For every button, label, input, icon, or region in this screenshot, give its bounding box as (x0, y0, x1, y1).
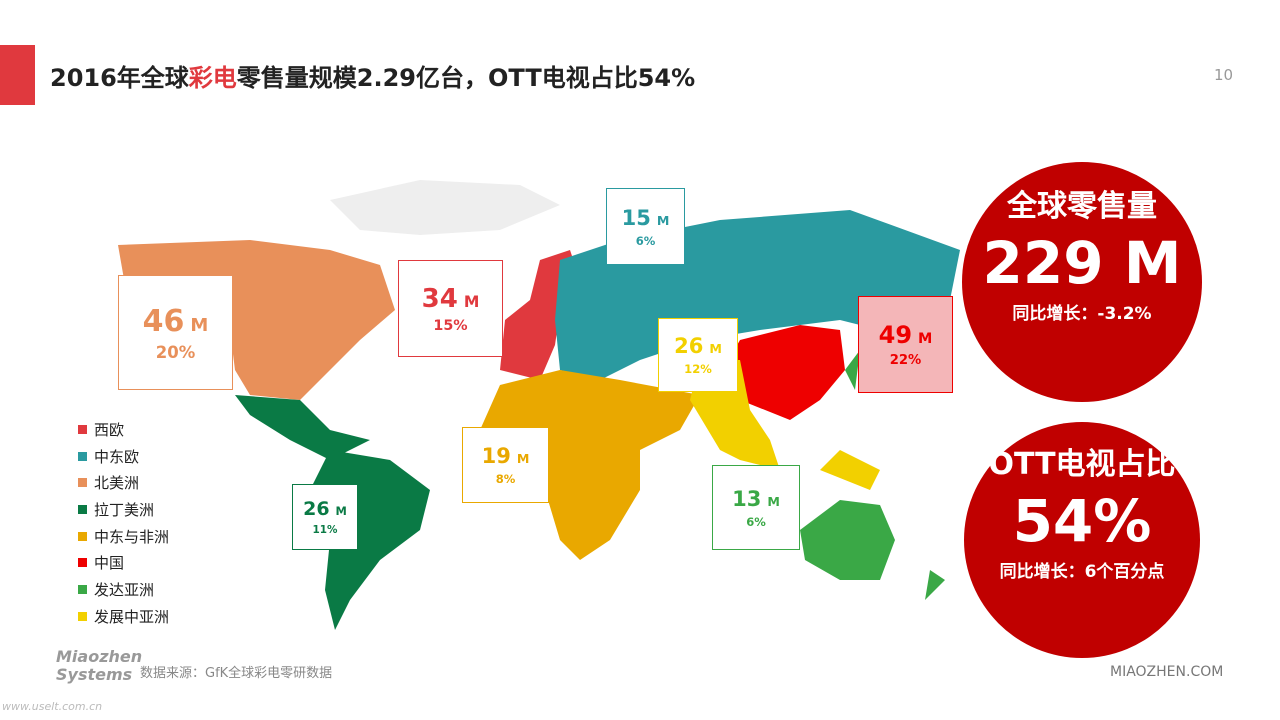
circle-title: 全球零售量 (1007, 189, 1157, 224)
middle-east-africa (480, 370, 700, 560)
logo: Miaozhen Systems (56, 648, 142, 684)
watermark: www.uselt.com.cn (2, 700, 103, 713)
legend-label: 发达亚洲 (94, 580, 155, 599)
callout: 19 M 8% (462, 427, 549, 503)
share: 20% (155, 342, 196, 362)
title-highlight: 彩电 (188, 64, 237, 92)
callout-value: 26 M (674, 334, 722, 358)
unit: M (516, 451, 530, 466)
legend-label: 中东与非洲 (94, 527, 170, 546)
legend: 西欧中东欧北美洲拉丁美洲中东与非洲中国发达亚洲发展中亚洲 (78, 416, 169, 630)
circle-note: 同比增长：-3.2% (1012, 304, 1152, 324)
callout-value: 49 M (879, 321, 933, 349)
share: 6% (635, 233, 656, 248)
callout-value: 26 M (303, 498, 347, 520)
legend-swatch (78, 478, 87, 488)
legend-item: 发达亚洲 (78, 576, 169, 603)
legend-label: 西欧 (94, 420, 125, 439)
page-number: 10 (1214, 66, 1234, 84)
value: 13 (732, 486, 762, 511)
unit: M (190, 314, 209, 336)
australia (800, 500, 895, 580)
unit: M (918, 331, 933, 347)
legend-label: 发展中亚洲 (94, 607, 170, 626)
legend-label: 拉丁美洲 (94, 500, 155, 519)
unit: M (709, 341, 722, 356)
circle-big: 229 M (982, 229, 1182, 297)
legend-item: 发展中亚洲 (78, 603, 169, 630)
legend-label: 中国 (94, 554, 125, 573)
legend-swatch (78, 611, 87, 621)
share: 15% (433, 317, 468, 334)
legend-swatch (78, 424, 87, 434)
source: 数据来源：GfK全球彩电零研数据 (140, 666, 333, 681)
circle-text: 全球零售量 229 M 同比增长：-3.2% (962, 187, 1202, 329)
callout-value: 15 M (622, 206, 670, 230)
logo-line: Systems (56, 665, 133, 684)
value: 26 (303, 498, 330, 520)
title-part: 零售量规模2.29亿台，OTT电视占比54% (236, 64, 696, 92)
value: 26 (674, 334, 704, 358)
circle-text: OTT电视占比 54% 同比增长：6个百分点 (962, 445, 1202, 587)
logo-line: Miaozhen (56, 647, 143, 666)
callout: 46 M 20% (118, 275, 233, 390)
circle-retail (962, 162, 1202, 402)
share: 22% (889, 353, 922, 368)
callout: 34 M 15% (398, 260, 503, 357)
circle-ott (964, 422, 1200, 658)
central-america (235, 395, 370, 460)
legend-item: 中东与非洲 (78, 523, 169, 550)
share: 8% (495, 472, 516, 486)
legend-swatch (78, 584, 87, 594)
circle-title: OTT电视占比 (988, 447, 1176, 482)
legend-item: 北美洲 (78, 469, 169, 496)
value: 49 (878, 321, 913, 349)
callout-value: 13 M (732, 487, 780, 511)
value: 34 (421, 283, 458, 314)
unit: M (335, 504, 347, 518)
circle-note: 同比增长：6个百分点 (999, 562, 1165, 582)
japan-nz (845, 350, 945, 600)
share: 12% (684, 362, 712, 376)
callout-value: 19 M (482, 444, 530, 468)
value: 15 (621, 205, 651, 230)
circle-big: 54% (1012, 487, 1152, 555)
china (720, 325, 845, 420)
title-part: 2016年全球 (50, 64, 189, 92)
indonesia (820, 450, 880, 490)
value: 46 (142, 303, 185, 339)
title: 2016年全球彩电零售量规模2.29亿台，OTT电视占比54% (50, 58, 695, 93)
legend-item: 西欧 (78, 416, 169, 443)
unit: M (656, 212, 670, 228)
callout-value: 34 M (422, 284, 480, 314)
legend-label: 中东欧 (94, 447, 140, 466)
legend-swatch (78, 504, 87, 514)
unit: M (463, 292, 480, 311)
callout: 26 M 11% (292, 484, 358, 550)
unit: M (767, 493, 780, 509)
legend-item: 中国 (78, 549, 169, 576)
share: 11% (312, 524, 338, 536)
share: 6% (746, 514, 766, 529)
value: 19 (481, 444, 511, 468)
site: MIAOZHEN.COM (1110, 664, 1224, 680)
callout: 13 M 6% (712, 465, 800, 550)
callout: 49 M 22% (858, 296, 953, 393)
title-bar (0, 45, 35, 105)
greenland (330, 180, 560, 235)
callout-value: 46 M (143, 304, 209, 339)
legend-item: 中东欧 (78, 443, 169, 470)
callout: 26 M 12% (658, 318, 738, 392)
callout: 15 M 6% (606, 188, 685, 265)
legend-swatch (78, 558, 87, 568)
legend-label: 北美洲 (94, 474, 140, 493)
legend-swatch (78, 451, 87, 461)
legend-item: 拉丁美洲 (78, 496, 169, 523)
legend-swatch (78, 531, 87, 541)
